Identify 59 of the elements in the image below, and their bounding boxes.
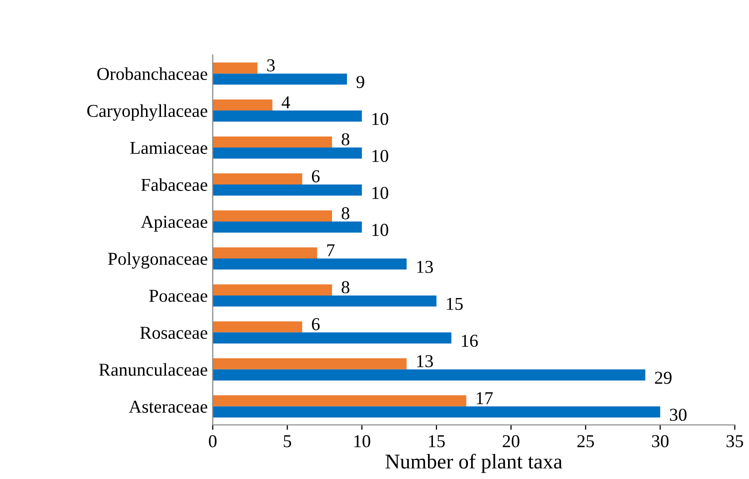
x-tick-label: 5: [284, 435, 292, 448]
bar: [212, 332, 452, 344]
x-tick-label: 30: [652, 435, 669, 448]
bar: [212, 406, 660, 418]
x-tick-label: 15: [429, 435, 445, 448]
data-label: 4: [282, 96, 290, 108]
y-tick-label: Lamiaceae: [130, 142, 208, 154]
bar: [212, 62, 258, 74]
data-label: 29: [655, 372, 672, 384]
y-tick-label: Apiaceae: [140, 216, 208, 232]
bar: [212, 369, 646, 380]
bar: [212, 258, 407, 270]
y-tick-label: Caryophyllaceae: [87, 104, 208, 121]
bar: [212, 136, 332, 148]
bar: [212, 221, 362, 233]
x-tick-label: 0: [208, 435, 217, 448]
data-label: 30: [670, 408, 687, 421]
bar: [212, 395, 466, 406]
bar: [212, 148, 362, 159]
data-label: 7: [327, 244, 335, 256]
data-label: 10: [372, 186, 388, 200]
y-tick-label: Asteraceae: [128, 400, 208, 413]
y-tick-label: Polygonaceae: [108, 252, 208, 269]
bar: [212, 295, 436, 307]
data-label: 3: [267, 59, 275, 72]
y-tick-label: Orobanchaceae: [97, 67, 208, 80]
bar: [212, 284, 332, 296]
data-label: 17: [476, 392, 493, 404]
bar: [212, 173, 302, 185]
data-label: 8: [342, 281, 350, 294]
x-tick-label: 20: [502, 435, 520, 448]
data-label: 13: [417, 355, 433, 368]
bar: [212, 321, 302, 332]
data-label: 9: [356, 76, 364, 88]
bar: [212, 110, 362, 122]
data-label: 6: [312, 170, 320, 182]
data-label: 13: [417, 260, 433, 273]
y-tick-label: Rosaceae: [140, 326, 208, 339]
data-label: 10: [372, 150, 388, 162]
bar: [212, 74, 347, 85]
data-label: 15: [446, 298, 463, 310]
x-axis-title: Number of plant taxa: [386, 454, 562, 473]
data-label: 6: [312, 318, 320, 330]
y-tick-label: Fabaceae: [141, 178, 208, 191]
bar: [212, 99, 272, 111]
data-label: 16: [462, 334, 478, 347]
data-label: 8: [342, 133, 350, 146]
x-tick-label: 10: [354, 435, 370, 448]
bar: [212, 247, 318, 258]
bar: [212, 358, 407, 370]
data-label: 8: [342, 207, 350, 220]
x-tick-label: 35: [726, 435, 744, 448]
data-label: 10: [372, 224, 388, 236]
y-tick-label: Ranunculaceae: [99, 363, 208, 376]
y-tick-label: Poaceae: [149, 290, 208, 302]
bar: [212, 184, 362, 196]
bar: [212, 210, 332, 222]
data-label: 10: [372, 112, 388, 126]
x-tick-label: 25: [577, 435, 594, 448]
